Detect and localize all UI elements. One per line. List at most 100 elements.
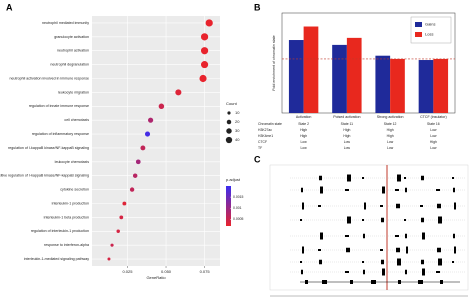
table-cell: Low xyxy=(301,146,308,150)
table-cell: State 2 xyxy=(298,122,309,126)
table-row-label: TF xyxy=(258,146,262,150)
bar xyxy=(375,55,391,113)
table-cell: High xyxy=(343,128,350,132)
x-tick-label: 0.025 xyxy=(122,269,133,274)
track-block xyxy=(320,232,323,240)
legend-label: Loss xyxy=(425,32,433,37)
bar xyxy=(332,44,347,113)
track-block xyxy=(362,219,364,221)
track-block xyxy=(363,269,365,275)
dot xyxy=(201,61,209,69)
y-tick-label: neutrophil activation xyxy=(57,49,89,53)
bar xyxy=(418,60,434,113)
track-block xyxy=(438,216,442,224)
track-block xyxy=(404,177,406,179)
y-tick-label: interleukin-1-mediated signaling pathway xyxy=(24,257,89,261)
dot xyxy=(119,215,124,220)
table-cell: High xyxy=(430,140,437,144)
track-block xyxy=(422,232,425,240)
legend-dot xyxy=(225,136,233,144)
track-block xyxy=(318,205,321,207)
track-block xyxy=(397,174,401,182)
table-cell: State 11 xyxy=(341,122,353,126)
track-block xyxy=(347,216,351,224)
colorbar-label: 0.0015 xyxy=(233,195,243,199)
track-block xyxy=(406,246,408,254)
dot xyxy=(148,117,154,123)
y-tick-label: positive regulation of I-kappaB kinase/N… xyxy=(0,174,89,178)
y-tick-label: cell chemotaxis xyxy=(64,118,89,122)
y-tick-label: neutrophil activation involved in immune… xyxy=(9,76,89,80)
track-block xyxy=(364,202,366,210)
bar xyxy=(346,37,362,113)
track-block xyxy=(319,259,322,265)
dot xyxy=(200,33,209,41)
bar xyxy=(288,40,304,114)
table-row-label: H3K27ac xyxy=(258,128,272,132)
x-tick-label: Strong activation xyxy=(377,115,404,119)
track-block xyxy=(301,187,303,193)
exon xyxy=(350,280,353,284)
dot xyxy=(122,201,127,206)
track-block xyxy=(397,258,401,266)
y-tick-label: granulocyte activation xyxy=(54,35,89,39)
x-tick-label: Activation xyxy=(296,115,312,119)
track-block xyxy=(380,249,383,251)
track-block xyxy=(405,269,407,275)
table-cell: State 12 xyxy=(384,122,397,126)
legend-box xyxy=(410,16,452,44)
y-axis-label: Fold enrichment of chromatin state xyxy=(272,35,276,90)
track-block xyxy=(381,259,384,265)
y-tick-label: response to interferon-alpha xyxy=(44,243,89,247)
browser-frame xyxy=(269,164,469,291)
track-block xyxy=(300,219,302,221)
bar xyxy=(390,58,405,113)
panel-label: B xyxy=(254,2,261,12)
track-block xyxy=(420,205,423,207)
bar xyxy=(303,26,319,114)
dot xyxy=(129,187,135,192)
exon xyxy=(398,280,401,284)
y-tick-label: neutrophil degranulation xyxy=(50,63,89,67)
dot xyxy=(107,257,111,261)
x-tick-label: 0.075 xyxy=(200,269,211,274)
y-tick-label: regulation of I-kappaB kinase/NF-kappaB … xyxy=(8,146,89,150)
track-block xyxy=(395,235,399,237)
legend-label: 40 xyxy=(235,137,240,142)
x-axis-label: GeneRatio xyxy=(146,275,166,280)
legend-label: 30 xyxy=(235,128,240,133)
x-tick-label: Poised activation xyxy=(333,115,360,119)
track-block xyxy=(362,177,364,179)
dot xyxy=(199,74,207,83)
track-block xyxy=(347,174,351,182)
table-cell: Low xyxy=(301,140,308,144)
table-cell: High xyxy=(387,134,394,138)
dot xyxy=(200,47,209,55)
track-block xyxy=(437,203,441,209)
colorbar-label: 0.0005 xyxy=(233,217,243,221)
track-block xyxy=(319,175,322,181)
y-tick-label: interleukin-1 production xyxy=(52,201,89,205)
dot xyxy=(116,229,120,234)
legend-label: Gains xyxy=(425,22,435,27)
y-tick-label: regulation of interleukin-1 production xyxy=(31,229,89,233)
legend-label: 20 xyxy=(235,119,240,124)
dot xyxy=(135,159,141,165)
track-block xyxy=(363,233,365,239)
table-cell: Low xyxy=(387,146,394,150)
genome-browser xyxy=(269,164,469,297)
track-block xyxy=(395,189,399,191)
track-block xyxy=(405,233,407,239)
colorbar xyxy=(226,186,231,226)
legend-label: 10 xyxy=(235,110,240,115)
table-row-label: H3K4me1 xyxy=(258,134,273,138)
legend-title: p.adjust xyxy=(226,177,241,182)
table-cell: High xyxy=(300,134,307,138)
legend-dot xyxy=(226,119,232,125)
track-block xyxy=(404,219,406,221)
exon xyxy=(440,280,443,284)
y-tick-label: regulation of innate immune response xyxy=(29,104,89,108)
dot xyxy=(140,145,146,151)
track-block xyxy=(301,269,303,275)
table-cell: Low xyxy=(430,128,437,132)
